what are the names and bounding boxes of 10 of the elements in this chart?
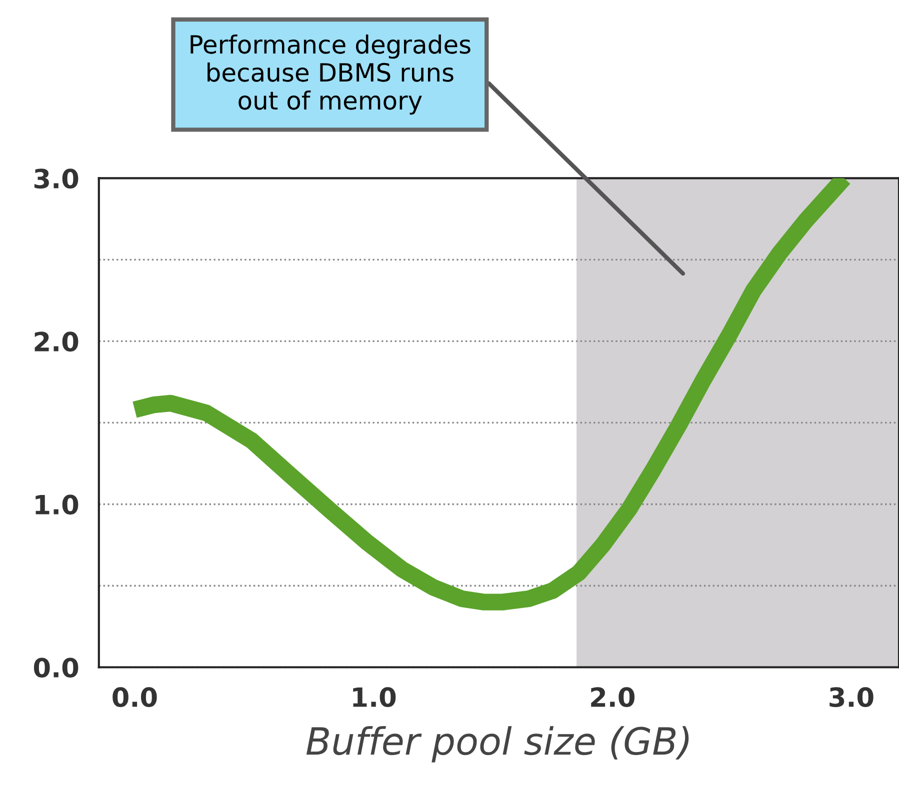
y-tick-label: 3.0 [34,168,78,189]
x-tick-label: 1.0 [353,687,396,708]
x-tick-label: 2.0 [591,687,635,708]
x-axis-title: Buffer pool size (GB) [306,726,689,762]
x-tick-label: 3.0 [830,687,874,708]
y-tick-label: 2.0 [34,332,78,352]
y-tick-label: 0.0 [34,658,78,678]
text: Performance degrades because DBMS runs out of memory [190,34,470,115]
x-tick-label: 0.0 [112,687,157,708]
y-tick-label: 1.0 [36,494,78,515]
